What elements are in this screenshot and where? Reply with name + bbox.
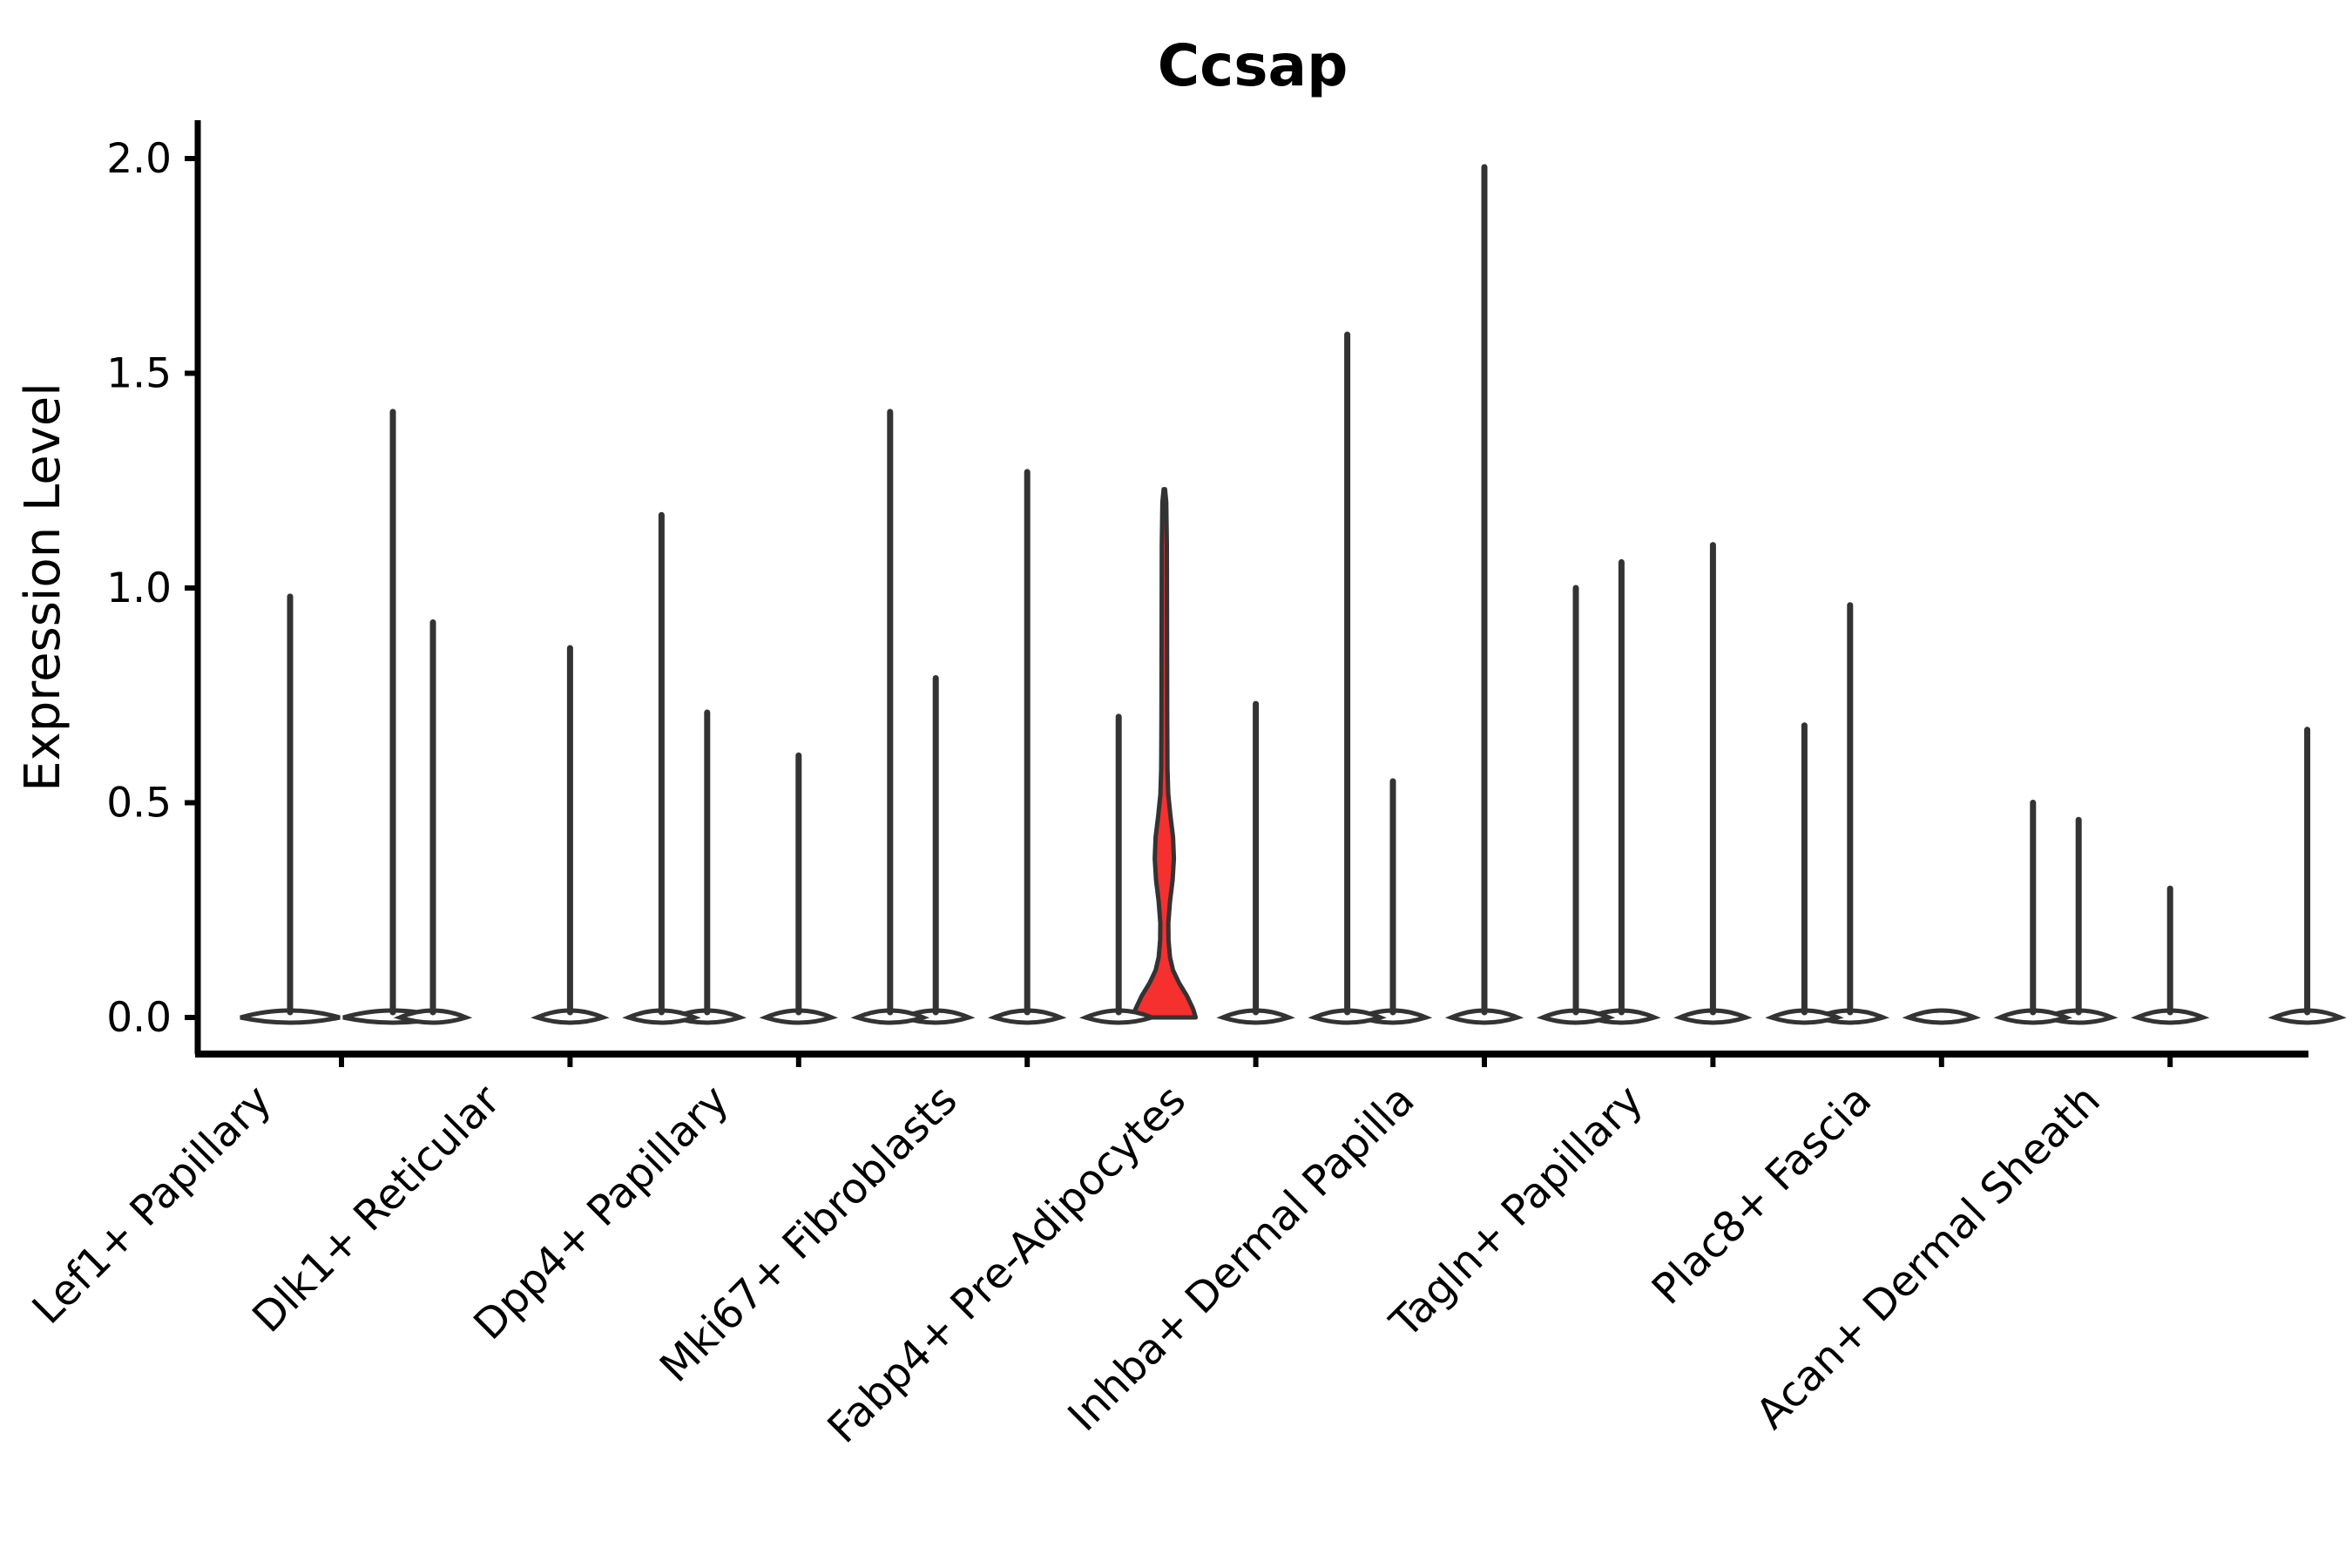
violin-base	[2130, 1008, 2210, 1025]
y-tick-label: 0.5	[106, 780, 172, 828]
violin-base	[1765, 1008, 1844, 1025]
x-tick-label: Plac8+ Fascia	[1643, 1076, 1882, 1315]
violin-base	[1673, 1008, 1753, 1025]
violin-base	[1993, 1008, 2073, 1025]
violin-base	[1536, 1008, 1616, 1025]
violin-base	[1444, 1008, 1524, 1025]
violin-base	[622, 1008, 701, 1025]
y-tick-label: 0.0	[106, 994, 172, 1042]
chart-title: Ccsap	[1158, 32, 1348, 99]
violin-base	[1902, 1008, 1982, 1025]
violin-base	[759, 1008, 839, 1025]
violin-base	[1078, 1008, 1159, 1025]
x-tick-label: Lef1+ Papillary	[24, 1076, 281, 1334]
violin-highlighted	[1131, 487, 1199, 1020]
violin-base	[393, 1008, 473, 1025]
y-tick-label: 2.0	[106, 135, 172, 183]
y-axis-label: Expression Level	[15, 382, 71, 792]
violin-base	[987, 1008, 1067, 1025]
y-tick-label: 1.0	[106, 564, 172, 612]
violin-base	[1308, 1008, 1387, 1025]
violin-base	[1216, 1008, 1295, 1025]
x-tick-label: Tagln+ Papillary	[1381, 1076, 1652, 1348]
y-tick-label: 1.5	[106, 350, 172, 398]
violin-base	[240, 1008, 341, 1025]
violin-base	[2268, 1008, 2347, 1025]
x-tick-label: Dlk1+ Reticular	[243, 1076, 510, 1342]
violin-base	[850, 1008, 930, 1025]
x-tick-label: Dpp4+ Papillary	[464, 1076, 738, 1349]
violin-base	[531, 1008, 610, 1025]
